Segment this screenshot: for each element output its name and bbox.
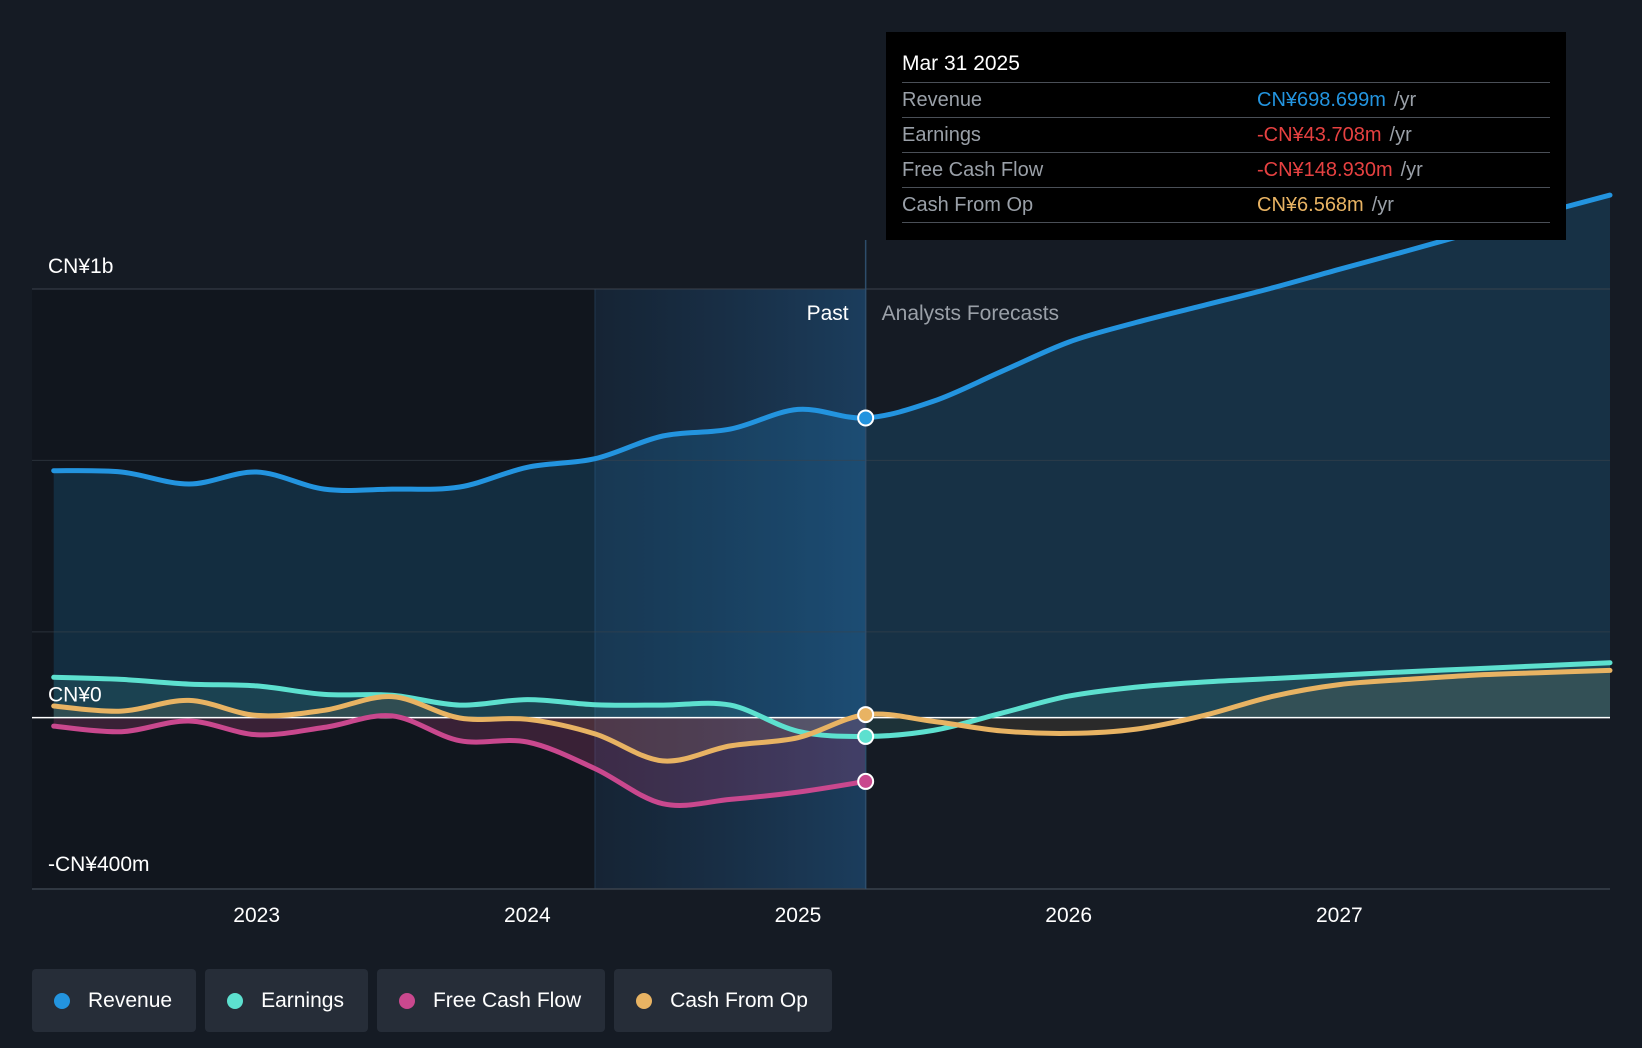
tooltip-label: Free Cash Flow bbox=[902, 159, 1044, 181]
y-tick-label: CN¥1b bbox=[48, 255, 113, 278]
tooltip-unit: /yr bbox=[1400, 159, 1423, 181]
legend-label: Free Cash Flow bbox=[432, 988, 582, 1012]
x-tick-label: 2027 bbox=[1316, 904, 1363, 927]
legend: Revenue Earnings Free Cash Flow Cash Fro… bbox=[32, 969, 832, 1032]
line-cash-from-op bbox=[51, 667, 1613, 764]
legend-dot-icon bbox=[54, 992, 70, 1009]
tooltip-unit: /yr bbox=[1389, 124, 1412, 146]
x-tick-label: 2024 bbox=[504, 904, 551, 927]
marker-cash-from-op bbox=[857, 706, 875, 724]
tooltip-row-cash-from-op: Cash From Op CN¥6.568m /yr bbox=[902, 188, 1550, 223]
line-revenue bbox=[51, 192, 1613, 493]
tooltip-label: Cash From Op bbox=[902, 194, 1034, 216]
tooltip-unit: /yr bbox=[1393, 89, 1417, 111]
tooltip-label: Revenue bbox=[902, 89, 983, 111]
tooltip-value-earnings: -CN¥43.708m bbox=[1257, 124, 1382, 146]
tooltip-row-free-cash-flow: Free Cash Flow -CN¥148.930m /yr bbox=[902, 153, 1550, 188]
tooltip-label: Earnings bbox=[902, 124, 981, 146]
legend-item-free-cash-flow[interactable]: Free Cash Flow bbox=[376, 969, 606, 1032]
line-earnings bbox=[51, 660, 1613, 739]
legend-dot-icon bbox=[227, 992, 244, 1009]
tooltip-value-revenue: CN¥698.699m bbox=[1257, 89, 1386, 111]
x-tick-label: 2025 bbox=[775, 904, 822, 927]
marker-revenue bbox=[857, 409, 875, 427]
legend-label: Earnings bbox=[261, 988, 344, 1012]
y-tick-label: CN¥0 bbox=[48, 684, 102, 707]
tooltip-panel: Mar 31 2025 Revenue CN¥698.699m /yr Earn… bbox=[886, 32, 1566, 240]
tooltip-value-free-cash-flow: -CN¥148.930m bbox=[1257, 159, 1393, 181]
tooltip-value-cash-from-op: CN¥6.568m bbox=[1257, 194, 1364, 216]
y-tick-label: -CN¥400m bbox=[48, 853, 150, 876]
legend-dot-icon bbox=[636, 992, 653, 1009]
legend-item-revenue[interactable]: Revenue bbox=[32, 969, 197, 1032]
marker-free-cash-flow bbox=[857, 772, 875, 790]
legend-dot-icon bbox=[398, 992, 415, 1009]
tooltip-date: Mar 31 2025 bbox=[902, 46, 1550, 83]
line-free-cash-flow bbox=[51, 713, 869, 808]
legend-item-cash-from-op[interactable]: Cash From Op bbox=[614, 969, 832, 1032]
legend-label: Cash From Op bbox=[670, 988, 808, 1012]
area-revenue bbox=[53, 195, 1611, 718]
legend-item-earnings[interactable]: Earnings bbox=[205, 969, 368, 1032]
tooltip-unit: /yr bbox=[1371, 194, 1394, 216]
tooltip-row-revenue: Revenue CN¥698.699m /yr bbox=[902, 83, 1550, 118]
forecast-label: Analysts Forecasts bbox=[882, 302, 1059, 325]
tooltip-row-earnings: Earnings -CN¥43.708m /yr bbox=[902, 118, 1550, 153]
legend-label: Revenue bbox=[88, 988, 173, 1012]
marker-earnings bbox=[857, 727, 875, 745]
area-free-cash-flow bbox=[53, 715, 866, 806]
x-tick-label: 2026 bbox=[1045, 904, 1092, 927]
x-tick-label: 2023 bbox=[233, 904, 280, 927]
past-label: Past bbox=[807, 302, 849, 325]
